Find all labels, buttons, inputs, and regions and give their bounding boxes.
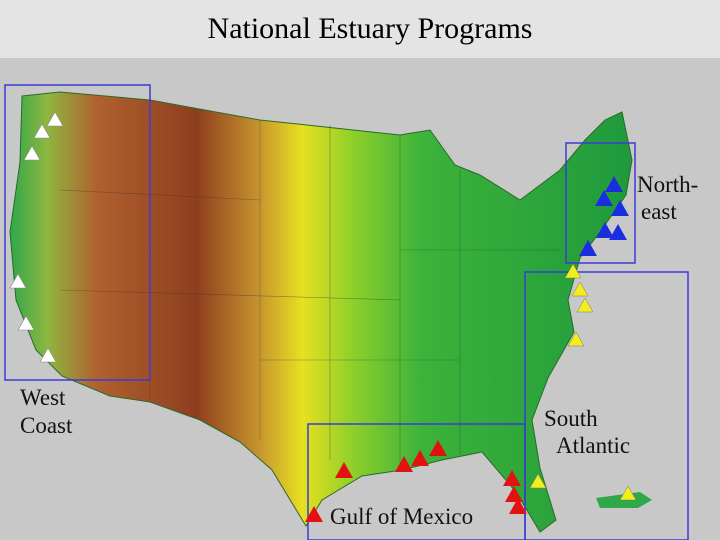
- us-map: [9, 91, 633, 533]
- region-label: Gulf of Mexico: [330, 504, 473, 529]
- west-markers: [9, 111, 64, 363]
- region-box: [307, 423, 526, 540]
- northeast-markers: [579, 176, 629, 256]
- region-label: West: [20, 385, 66, 410]
- south-atlantic-markers: [529, 263, 637, 501]
- title: National Estuary Programs: [208, 12, 533, 45]
- region-label: Atlantic: [556, 433, 630, 458]
- region-label: east: [641, 199, 677, 224]
- region-label: North-: [637, 172, 698, 197]
- region-box: [565, 142, 636, 264]
- title-band: [0, 0, 720, 58]
- gulf-markers: [305, 440, 527, 522]
- region-box: [524, 271, 689, 540]
- region-label: South: [544, 406, 598, 431]
- region-label: Coast: [20, 413, 73, 438]
- region-box: [4, 84, 151, 381]
